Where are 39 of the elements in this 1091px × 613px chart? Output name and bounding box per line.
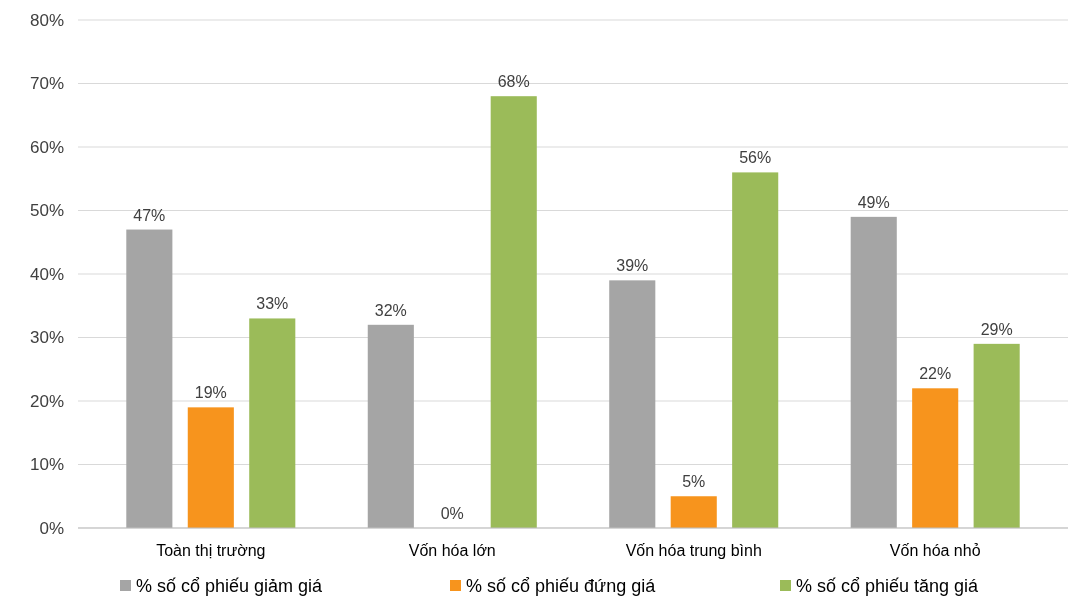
y-tick-label: 60% [29, 137, 64, 157]
bar [490, 96, 537, 528]
bar [850, 216, 897, 528]
bar [126, 229, 173, 528]
data-label: 33% [256, 295, 289, 313]
x-tick-label: Vốn hóa lớn [408, 542, 496, 559]
y-tick-label: 50% [29, 201, 64, 221]
bar [973, 343, 1020, 528]
y-tick-label: 30% [29, 328, 64, 348]
y-tick-label: 10% [29, 455, 64, 475]
data-label: 29% [980, 320, 1013, 338]
y-tick-label: 0% [39, 518, 64, 538]
bar [609, 280, 656, 528]
bar [732, 172, 779, 528]
data-label: 0% [440, 505, 464, 522]
data-label: 32% [374, 301, 407, 319]
y-tick-label: 80% [29, 10, 64, 30]
data-label: 39% [616, 257, 649, 275]
bar [670, 496, 717, 528]
bar [249, 318, 296, 528]
bar [912, 388, 959, 528]
data-label: 22% [919, 365, 952, 383]
legend-label: % số cổ phiếu đứng giá [466, 576, 657, 597]
data-label: 49% [857, 193, 890, 211]
data-label: 68% [497, 73, 530, 91]
y-tick-label: 20% [29, 391, 64, 411]
data-label: 19% [194, 384, 227, 402]
legend-label: % số cổ phiếu giảm giá [136, 576, 324, 597]
x-tick-label: Toàn thị trường [156, 542, 266, 559]
data-label: 56% [739, 149, 772, 167]
x-tick-label: Vốn hóa nhỏ [889, 542, 981, 559]
bar [367, 324, 414, 528]
data-label: 5% [682, 473, 706, 491]
legend-label: % số cổ phiếu tăng giá [796, 576, 980, 597]
y-tick-label: 40% [29, 264, 64, 284]
bar [187, 407, 234, 528]
x-tick-label: Vốn hóa trung bình [625, 542, 762, 559]
y-tick-label: 70% [29, 74, 64, 94]
data-label: 47% [133, 206, 166, 224]
